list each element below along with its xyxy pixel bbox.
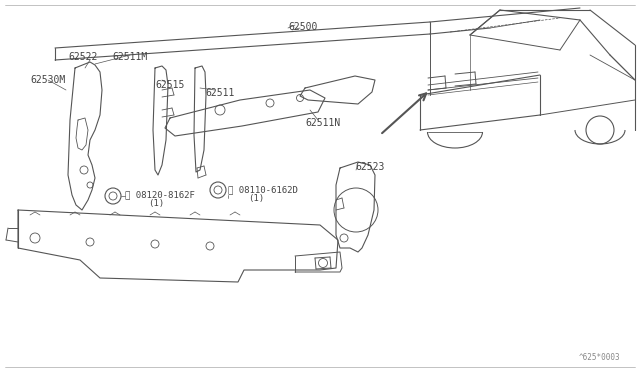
Text: 62500: 62500: [288, 22, 317, 32]
Text: 62530M: 62530M: [30, 75, 65, 85]
Text: 62515: 62515: [155, 80, 184, 90]
Text: (1): (1): [148, 199, 164, 208]
Text: 62523: 62523: [355, 162, 385, 172]
Text: 62511M: 62511M: [112, 52, 147, 62]
Text: 62522: 62522: [68, 52, 97, 62]
Text: (1): (1): [248, 194, 264, 203]
Text: 62511N: 62511N: [305, 118, 340, 128]
Text: ^625*0003: ^625*0003: [579, 353, 620, 362]
Text: ⒳ 08110-6162D: ⒳ 08110-6162D: [228, 185, 298, 194]
Text: 62511: 62511: [205, 88, 234, 98]
Text: ⒳ 08120-8162F: ⒳ 08120-8162F: [125, 190, 195, 199]
